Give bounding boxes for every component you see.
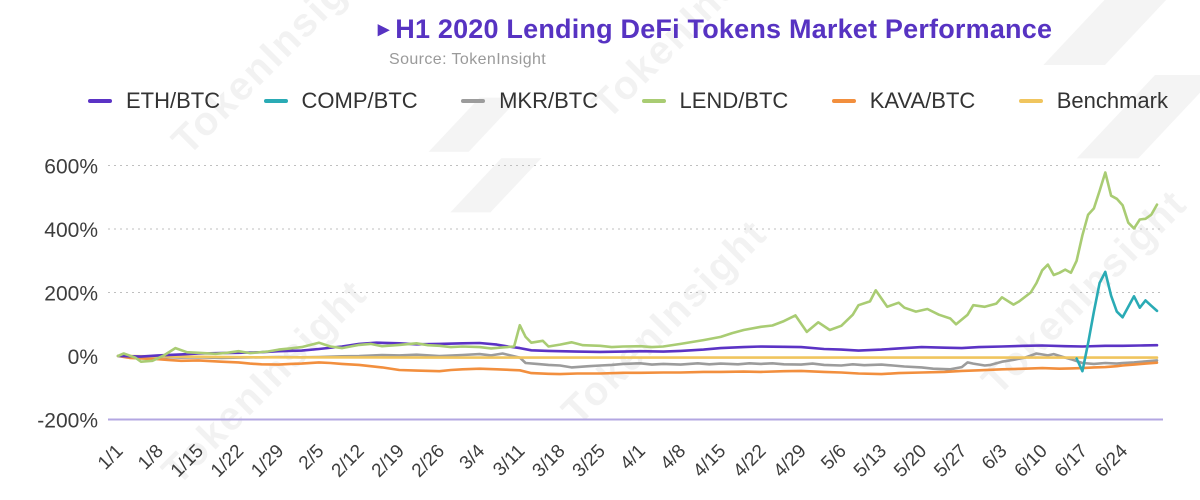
legend-swatch [88,99,112,103]
title-arrow-icon: ▸ [378,16,390,41]
x-tick-label: 6/3 [978,441,1012,475]
x-tick-label: 5/6 [817,441,851,475]
series-line-kava-btc [116,354,1159,376]
legend-label: KAVA/BTC [869,88,976,113]
x-tick-label: 6/17 [1051,441,1092,482]
x-tick-label: 6/10 [1011,441,1052,482]
legend: ETH/BTC COMP/BTC MKR/BTC LEND/BTC KAVA/B… [88,88,1168,114]
series-line-eth-btc [116,341,1159,358]
legend-item-mkr-btc[interactable]: MKR/BTC [461,88,598,114]
y-tick-label: 200% [44,283,98,306]
legend-item-eth-btc[interactable]: ETH/BTC [88,88,220,114]
y-tick-label: 0% [68,346,98,369]
legend-label: Benchmark [1056,88,1168,113]
legend-swatch [831,99,856,103]
chart-title-text: H1 2020 Lending DeFi Tokens Market Perfo… [395,14,1053,44]
legend-label: ETH/BTC [126,88,221,113]
x-tick-label: 4/1 [616,441,650,475]
x-tick-label: 5/27 [930,441,971,482]
y-tick-label: 400% [44,219,98,242]
chart-title: ▸ H1 2020 Lending DeFi Tokens Market Perf… [378,14,1052,45]
legend-item-benchmark[interactable]: Benchmark [1018,88,1168,114]
x-tick-label: 4/15 [689,441,730,482]
legend-label: COMP/BTC [301,88,418,113]
x-tick-label: 3/4 [456,440,490,474]
x-tick-label: 2/26 [408,441,449,482]
x-tick-label: 5/20 [890,441,931,482]
series-line-lend-btc [116,171,1159,363]
legend-label: LEND/BTC [679,88,789,113]
x-tick-label: 2/12 [328,441,369,482]
legend-swatch [641,99,666,103]
series-line-mkr-btc [116,352,1159,371]
legend-item-comp-btc[interactable]: COMP/BTC [263,88,418,114]
legend-swatch [263,99,288,103]
x-tick-label: 1/1 [94,441,128,475]
legend-swatch [1018,99,1043,103]
y-tick-label: -200% [37,410,98,433]
x-tick-label: 1/15 [167,441,208,482]
series-line-comp-btc [1075,270,1159,373]
x-tick-label: 4/22 [729,441,770,482]
x-tick-label: 4/8 [657,441,691,475]
x-tick-label: 6/24 [1091,440,1132,481]
legend-item-lend-btc[interactable]: LEND/BTC [641,88,789,114]
x-tick-label: 3/25 [569,441,610,482]
legend-swatch [461,99,486,103]
x-tick-label: 4/29 [770,441,811,482]
series-line-benchmark [116,354,1159,359]
x-tick-label: 1/29 [247,441,288,482]
x-tick-label: 5/13 [850,441,891,482]
x-tick-label: 1/22 [207,441,248,482]
x-tick-label: 2/5 [295,441,329,475]
legend-label: MKR/BTC [499,88,599,113]
legend-item-kava-btc[interactable]: KAVA/BTC [831,88,976,114]
chart-source: Source: TokenInsight [389,51,547,68]
x-tick-label: 2/19 [368,441,409,482]
y-tick-label: 600% [44,156,98,179]
x-tick-label: 3/18 [529,441,570,482]
x-tick-label: 3/11 [489,441,529,481]
x-tick-label: 1/8 [134,441,168,475]
